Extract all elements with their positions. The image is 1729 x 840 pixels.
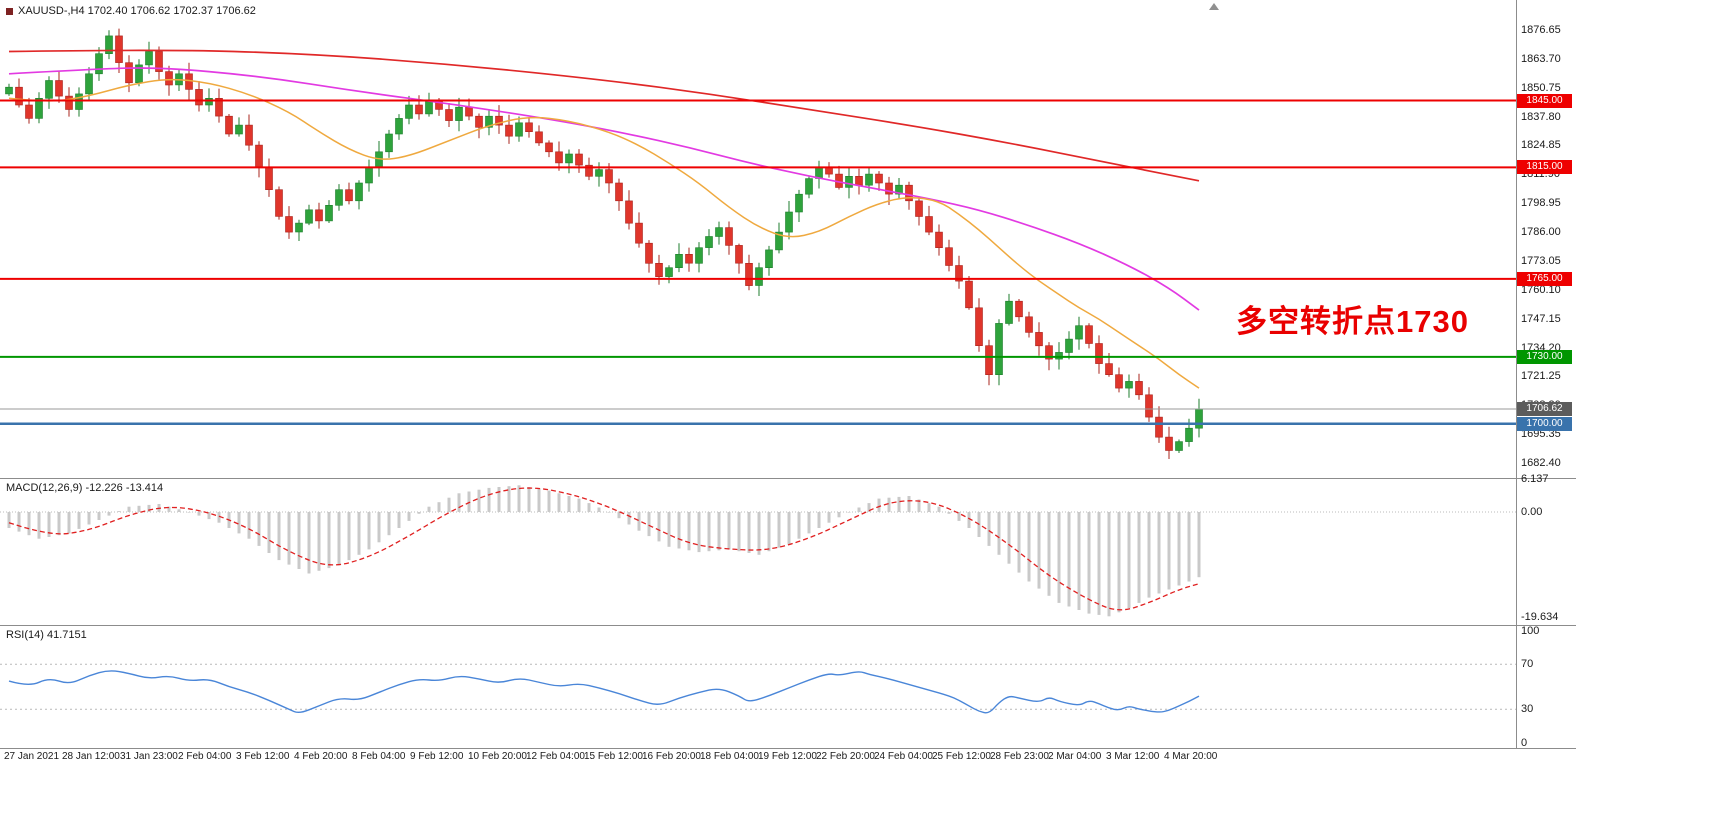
time-axis-label: 16 Feb 20:00 bbox=[642, 751, 701, 762]
time-axis-label: 22 Feb 20:00 bbox=[816, 751, 875, 762]
chart-shift-marker-icon[interactable] bbox=[1209, 3, 1219, 10]
price-axis-label: 1824.85 bbox=[1521, 139, 1561, 151]
price-level-badge: 1765.00 bbox=[1517, 272, 1572, 286]
price-level-badge: 1845.00 bbox=[1517, 94, 1572, 108]
annotation-text[interactable]: 多空转折点1730 bbox=[1236, 304, 1469, 339]
price-level-badge: 1730.00 bbox=[1517, 350, 1572, 364]
macd-axis-label: -19.634 bbox=[1521, 611, 1559, 623]
rsi-indicator-label: RSI(14) 41.7151 bbox=[6, 629, 87, 641]
rsi-axis-label: 70 bbox=[1521, 658, 1534, 670]
price-axis-label: 1721.25 bbox=[1521, 370, 1561, 382]
ma-slow-red-line bbox=[8, 49, 1200, 182]
time-axis-label: 4 Mar 20:00 bbox=[1164, 751, 1218, 762]
price-axis-label: 1682.40 bbox=[1521, 457, 1561, 469]
time-axis-label: 12 Feb 04:00 bbox=[526, 751, 585, 762]
price-level-badge: 1815.00 bbox=[1517, 160, 1572, 174]
chart-title-text: XAUUSD-,H4 1702.40 1706.62 1702.37 1706.… bbox=[18, 5, 256, 17]
rsi-axis-label: 100 bbox=[1521, 625, 1540, 637]
time-axis[interactable]: 27 Jan 2021 28 Jan 12:00 31 Jan 23:00 2 Feb… bbox=[0, 748, 1516, 768]
chart-title: XAUUSD-,H4 1702.40 1706.62 1702.37 1706.… bbox=[6, 5, 256, 17]
price-axis-label: 1850.75 bbox=[1521, 82, 1561, 94]
price-badges: 1845.00 1815.00 1765.00 1730.00 1700.00 1706.… bbox=[1516, 0, 1586, 748]
time-axis-label: 3 Feb 12:00 bbox=[236, 751, 290, 762]
macd-axis-label: 6.137 bbox=[1521, 473, 1549, 485]
time-axis-label: 4 Feb 20:00 bbox=[294, 751, 348, 762]
time-axis-label: 28 Jan 12:00 bbox=[62, 751, 120, 762]
price-axis-label: 1786.00 bbox=[1521, 226, 1561, 238]
time-axis-label: 28 Feb 23:00 bbox=[990, 751, 1049, 762]
price-axis-label: 1747.15 bbox=[1521, 313, 1561, 325]
candles bbox=[5, 28, 1203, 459]
time-axis-label: 24 Feb 04:00 bbox=[874, 751, 933, 762]
time-axis-label: 8 Feb 04:00 bbox=[352, 751, 406, 762]
time-axis-label: 2 Feb 04:00 bbox=[178, 751, 232, 762]
time-axis-label: 25 Feb 12:00 bbox=[932, 751, 991, 762]
price-axis-label: 1876.65 bbox=[1521, 24, 1561, 36]
price-level-badge: 1700.00 bbox=[1517, 417, 1572, 431]
macd-indicator-label: MACD(12,26,9) -12.226 -13.414 bbox=[6, 482, 164, 494]
price-axis-label: 1773.05 bbox=[1521, 255, 1561, 267]
time-axis-label: 31 Jan 23:00 bbox=[120, 751, 178, 762]
price-axis-label: 1695.35 bbox=[1521, 428, 1561, 440]
rsi-line bbox=[8, 670, 1200, 714]
chart-icon bbox=[6, 7, 13, 15]
time-axis-label: 3 Mar 12:00 bbox=[1106, 751, 1160, 762]
price-axis-label: 1837.80 bbox=[1521, 111, 1561, 123]
time-axis-label: 10 Feb 20:00 bbox=[468, 751, 527, 762]
time-axis-label: 19 Feb 12:00 bbox=[758, 751, 817, 762]
price-axis-label: 1863.70 bbox=[1521, 53, 1561, 65]
rsi-axis-label: 0 bbox=[1521, 737, 1528, 749]
current-price-badge: 1706.62 bbox=[1517, 402, 1572, 416]
ma-mid-magenta-line bbox=[8, 67, 1200, 311]
time-axis-label: 18 Feb 04:00 bbox=[700, 751, 759, 762]
time-axis-label: 9 Feb 12:00 bbox=[410, 751, 464, 762]
macd-histogram bbox=[7, 485, 1201, 617]
time-axis-label: 27 Jan 2021 bbox=[4, 751, 60, 762]
ma-fast-orange-line bbox=[8, 78, 1200, 389]
macd-axis-label: 0.00 bbox=[1521, 506, 1543, 518]
rsi-axis-label: 30 bbox=[1521, 703, 1534, 715]
time-axis-label: 15 Feb 12:00 bbox=[584, 751, 643, 762]
time-axis-label: 2 Mar 04:00 bbox=[1048, 751, 1102, 762]
macd-signal-line bbox=[8, 487, 1200, 611]
price-axis-label: 1798.95 bbox=[1521, 197, 1561, 209]
price-axis-label: 1760.10 bbox=[1521, 284, 1561, 296]
